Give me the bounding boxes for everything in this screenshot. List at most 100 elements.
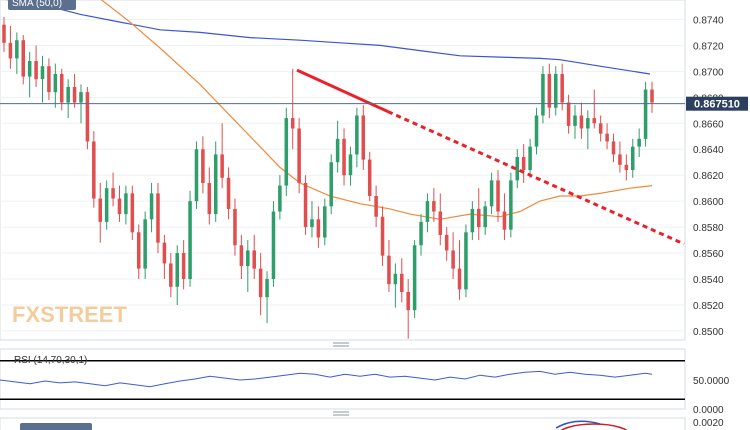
candle-body: [605, 133, 609, 142]
candle-body: [477, 208, 481, 228]
candle-body: [220, 154, 224, 178]
oscillator-tick-label: 0.0020: [693, 418, 724, 429]
rsi-resize-handle[interactable]: [333, 411, 349, 416]
sma-legend-box: [8, 0, 76, 10]
candle-body: [124, 193, 128, 215]
candle-body: [348, 154, 353, 176]
candle-body: [15, 40, 19, 59]
candle-body: [258, 268, 263, 298]
candle-body: [290, 118, 295, 129]
oscillator-panel: 0.0020 0.0000: [0, 405, 724, 430]
candle-body: [335, 138, 340, 163]
candle-body: [297, 128, 301, 183]
price-y-tick-label: 0.8540: [693, 275, 724, 286]
panel-resize-handle[interactable]: [333, 342, 349, 347]
watermark: FXSTREET: [12, 302, 127, 327]
current-price-marker: 0.867510: [0, 96, 748, 111]
moving-averages: [5, 0, 653, 220]
candle-body: [611, 141, 616, 155]
candle-body: [201, 149, 205, 183]
candle-body: [566, 102, 571, 126]
candle-body: [598, 123, 603, 134]
candle-body: [618, 154, 622, 165]
candle-body: [34, 60, 38, 80]
candle-body: [400, 273, 404, 292]
price-y-tick-label: 0.8740: [693, 15, 724, 26]
candle-body: [624, 164, 629, 170]
candle-body: [194, 149, 199, 202]
candle-body: [8, 42, 13, 59]
candle-body: [188, 201, 192, 280]
candle-body: [374, 195, 378, 217]
candle-body: [502, 211, 507, 230]
oscillator-plot-area[interactable]: [0, 417, 686, 430]
indicator-legend-sma[interactable]: SMA (50,0): [8, 0, 76, 10]
candle-body: [149, 193, 154, 220]
candle-body: [79, 92, 83, 103]
candle-body: [98, 198, 103, 222]
oscillator-curve: [555, 420, 601, 429]
candle-body: [457, 268, 462, 290]
price-y-tick-label: 0.8520: [693, 301, 724, 312]
sma-line: [5, 0, 651, 75]
candle-body: [233, 208, 237, 246]
candle-body: [136, 232, 141, 269]
price-panel: 0.87400.87200.87000.86800.86600.86400.86…: [0, 0, 748, 347]
candle-body: [579, 115, 584, 129]
rsi-plot-area[interactable]: [0, 348, 686, 410]
candle-body: [592, 118, 597, 124]
candle-body: [66, 86, 70, 103]
candle-body: [387, 255, 391, 285]
price-y-tick-label: 0.8720: [693, 41, 724, 52]
candle-body: [637, 138, 641, 147]
price-y-tick-label: 0.8660: [693, 119, 724, 130]
candle-body: [303, 182, 308, 228]
trendline-solid: [296, 68, 389, 113]
candle-body: [438, 211, 443, 235]
rsi-panel: RSI (14,70,30,1) 50.0000: [0, 348, 730, 416]
candle-body: [175, 253, 179, 287]
candle-body: [534, 115, 539, 147]
candle-body: [489, 180, 494, 207]
candle-body: [553, 73, 558, 108]
current-price-box: [686, 96, 748, 111]
candle-body: [47, 66, 51, 93]
candle-body: [72, 86, 77, 103]
candle-body: [316, 219, 321, 238]
oscillator-highlight-circle: [560, 423, 628, 430]
candlesticks: [2, 16, 654, 339]
candle-body: [143, 219, 147, 269]
price-y-axis: 0.87400.87200.87000.86800.86600.86400.86…: [693, 15, 724, 337]
candle-body: [40, 66, 45, 80]
candle-body: [444, 234, 449, 251]
rsi-tick-label: 50.0000: [693, 376, 730, 387]
trendlines: [296, 68, 685, 246]
candle-body: [239, 245, 244, 267]
candle-body: [252, 250, 256, 269]
candle-body: [496, 180, 500, 212]
price-y-tick-label: 0.8620: [693, 171, 724, 182]
candle-body: [630, 146, 635, 170]
candle-body: [643, 89, 648, 139]
candle-body: [483, 206, 487, 228]
candle-body: [329, 162, 333, 207]
current-price-label: 0.867510: [694, 99, 740, 111]
candle-body: [226, 177, 231, 209]
candle-body: [207, 182, 212, 215]
candle-body: [284, 118, 289, 186]
candle-body: [130, 193, 135, 233]
candle-body: [586, 118, 590, 129]
candle-body: [509, 180, 513, 230]
candle-body: [265, 279, 269, 298]
price-y-tick-label: 0.8600: [693, 197, 724, 208]
candle-body: [59, 73, 64, 103]
candle-body: [464, 232, 468, 290]
candle-body: [432, 201, 436, 212]
candle-body: [573, 115, 577, 126]
trendline-dotted: [387, 110, 685, 246]
candle-body: [111, 188, 115, 199]
candle-body: [419, 221, 423, 246]
candle-body: [355, 115, 359, 155]
candle-body: [425, 201, 430, 222]
price-y-tick-label: 0.8500: [693, 327, 724, 338]
